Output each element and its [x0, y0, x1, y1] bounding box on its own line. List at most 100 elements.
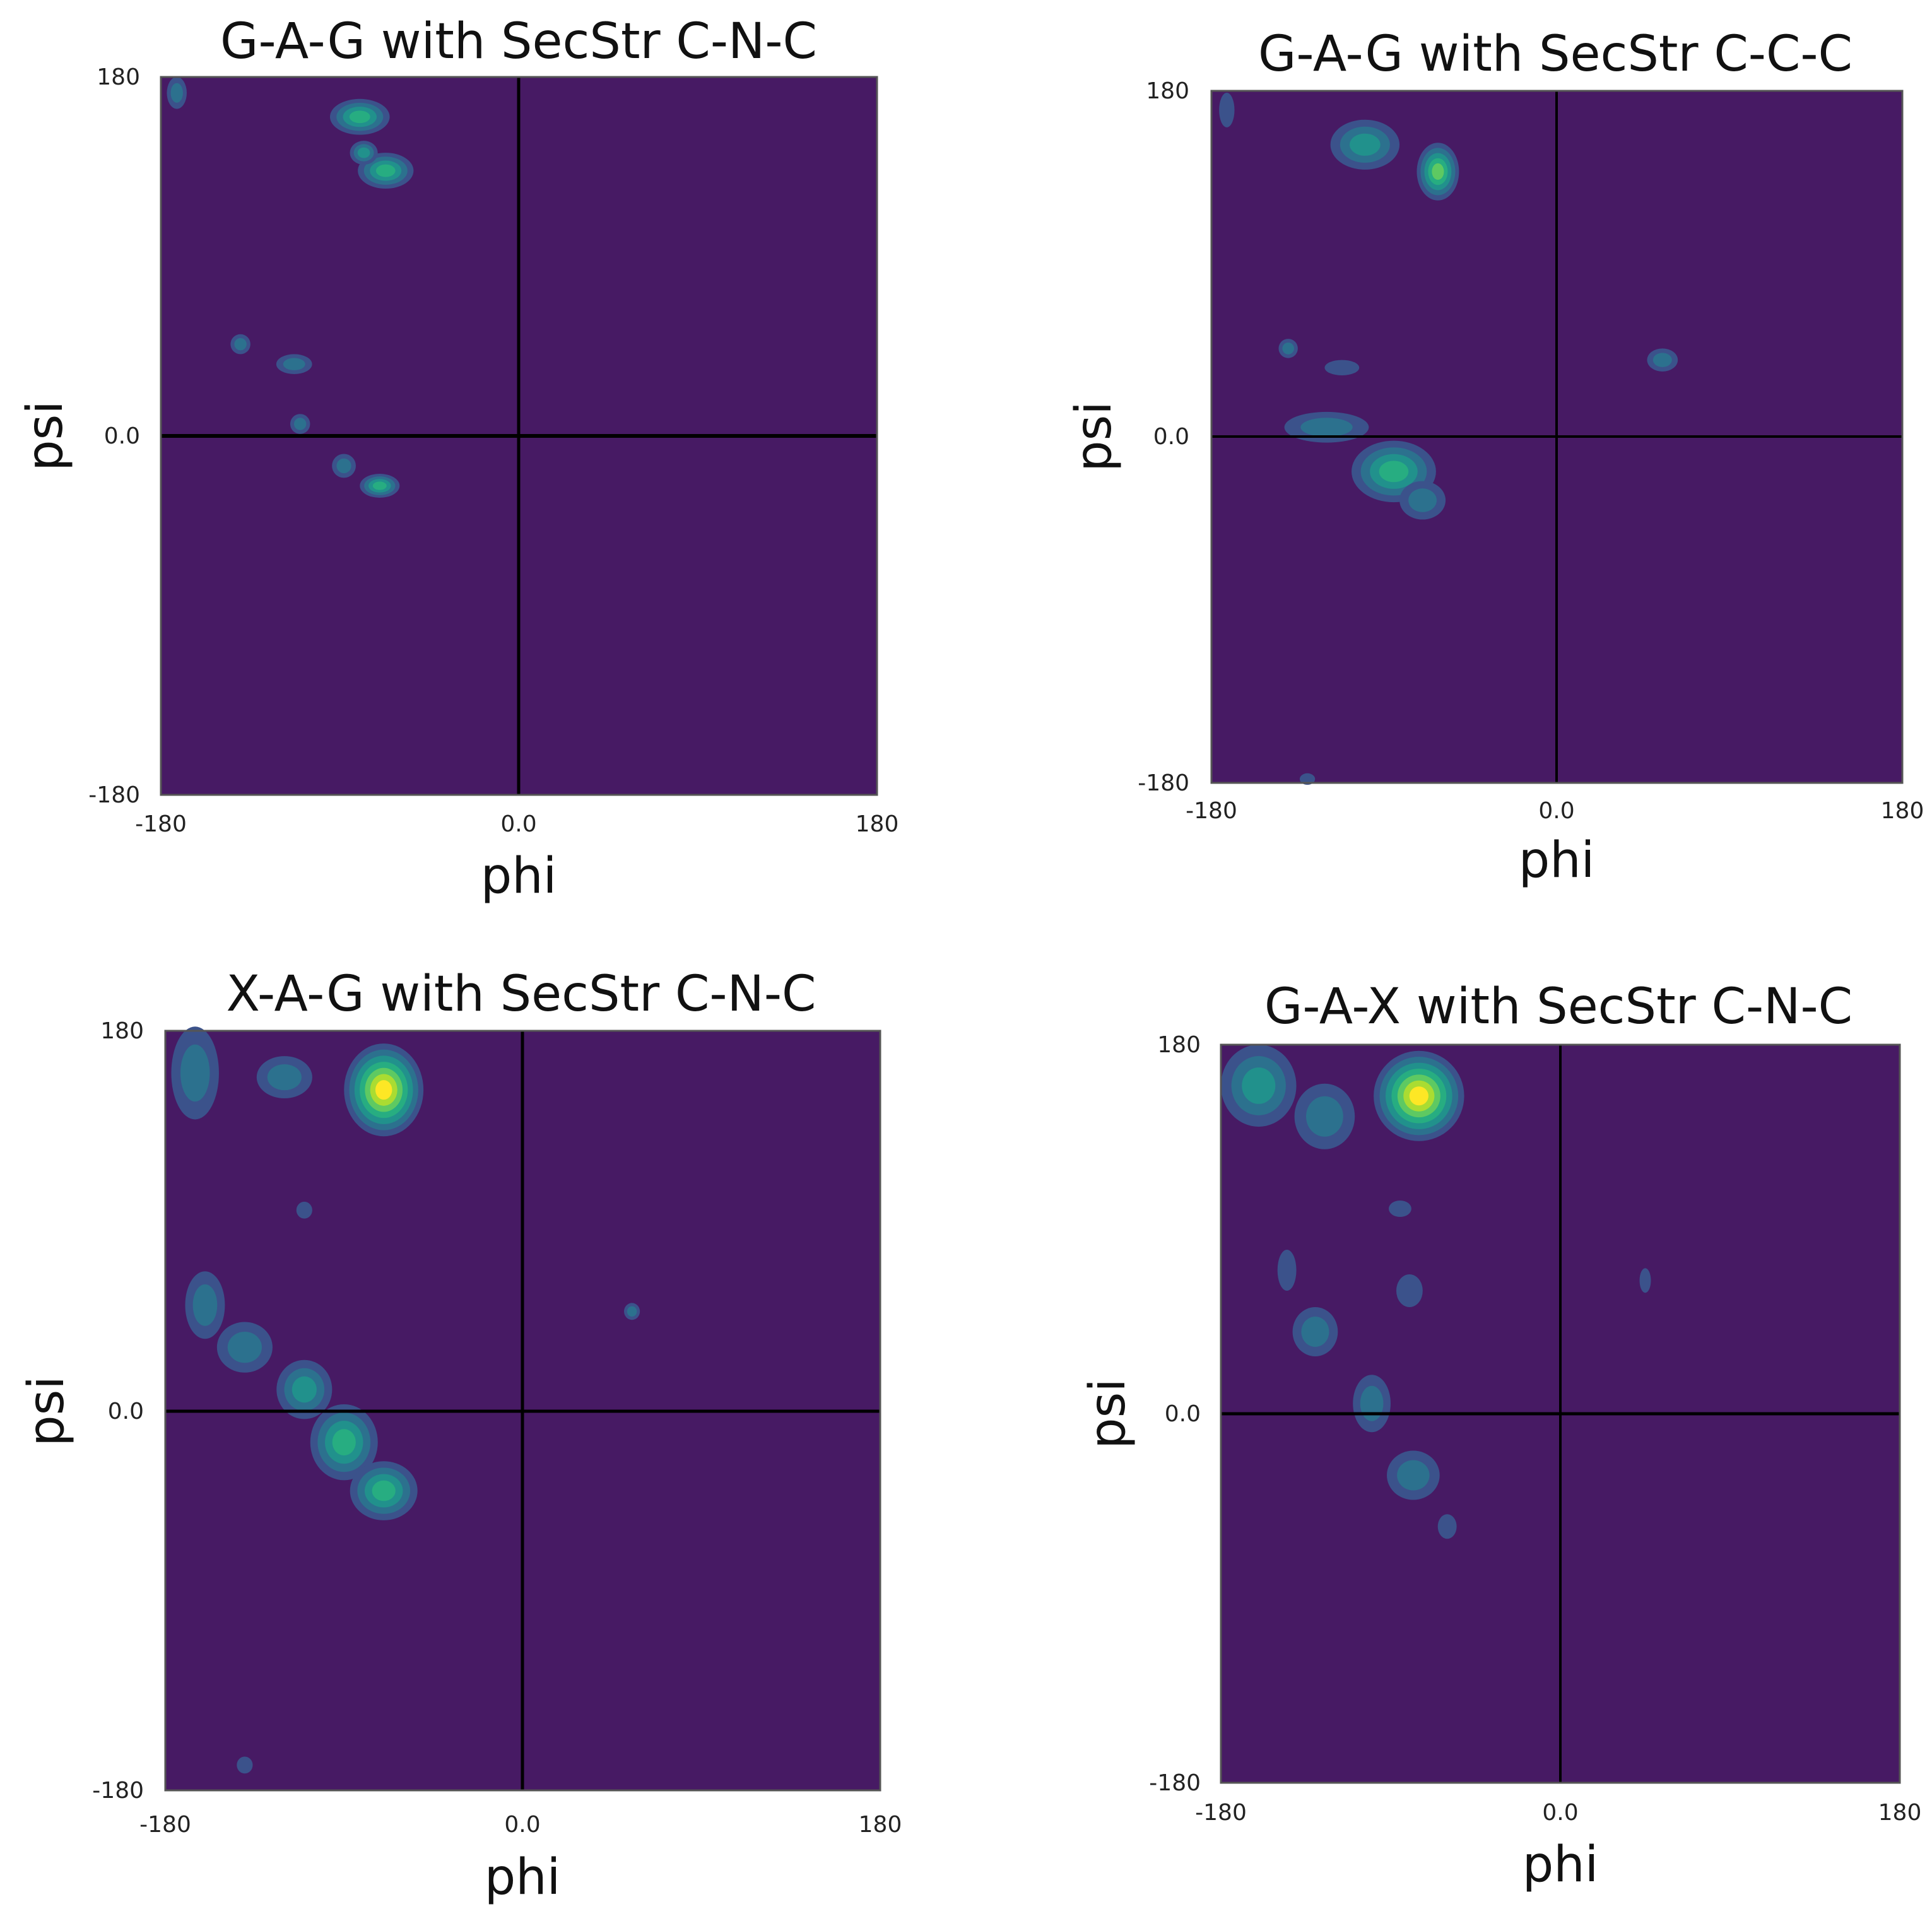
chart-title: G-A-G with SecStr C-N-C: [220, 13, 817, 70]
density-contour-level: [627, 1306, 637, 1317]
x-tick-label: 180: [1881, 798, 1924, 824]
y-tick-label: 180: [97, 64, 140, 90]
density-blob: [296, 1201, 312, 1219]
density-contour-level: [1350, 133, 1381, 156]
subplot-gag-cnc: G-A-G with SecStr C-N-C 180 0.0 -180 -18…: [17, 13, 898, 905]
y-tick-label: 0.0: [108, 1399, 144, 1424]
density-contour-level: [296, 1201, 312, 1219]
plot-frame: [1210, 90, 1904, 784]
density-blob: [1399, 481, 1446, 520]
density-blob: [1352, 440, 1436, 503]
density-contour-level: [1389, 1201, 1411, 1217]
plot-frame: [160, 76, 878, 796]
density-contour-level: [1379, 461, 1409, 483]
x-tick-label: 0.0: [500, 811, 536, 837]
y-tick-label: 180: [100, 1018, 144, 1044]
subplot-gax-cnc: G-A-X with SecStr C-N-C 180 0.0 -180 -18…: [1080, 978, 1921, 1893]
x-tick-label: 180: [1878, 1800, 1922, 1826]
density-blob: [256, 1056, 312, 1099]
density-contour-level: [293, 418, 307, 430]
density-blob: [1387, 1450, 1440, 1500]
density-blob: [1221, 1045, 1297, 1127]
density-contour-level: [1639, 1268, 1651, 1293]
y-tick-label: 180: [1157, 1032, 1201, 1058]
density-contour-level: [170, 83, 183, 103]
plot-frame: [164, 1030, 881, 1792]
density-blob: [237, 1756, 253, 1774]
density-blob: [1324, 360, 1360, 375]
y-tick-label: 180: [1146, 78, 1189, 104]
density-contour-level: [180, 1044, 210, 1102]
density-contour-level: [1301, 1317, 1329, 1347]
x-tick-label: 0.0: [504, 1812, 540, 1838]
density-contour-level: [1397, 1460, 1430, 1491]
density-contour-level: [1409, 1086, 1428, 1106]
density-blob: [1639, 1268, 1651, 1293]
x-tick-label: -180: [1195, 1800, 1247, 1826]
chart-title: X-A-G with SecStr C-N-C: [226, 966, 816, 1023]
density-contour-level: [1360, 1385, 1384, 1421]
density-blob: [1353, 1375, 1391, 1433]
y-axis-label: psi: [18, 1376, 75, 1447]
density-blob: [350, 141, 378, 165]
density-contour-level: [372, 1480, 396, 1501]
density-blob: [1647, 348, 1678, 372]
density-blob: [1219, 93, 1235, 127]
density-contour-level: [1305, 1096, 1343, 1137]
y-tick-label: 0.0: [1165, 1401, 1201, 1427]
x-tick-label: 180: [856, 811, 899, 837]
density-blob: [1417, 143, 1459, 201]
y-tick-label: 0.0: [1153, 424, 1189, 450]
density-contour-level: [1432, 163, 1444, 180]
x-tick-label: 180: [859, 1812, 902, 1838]
y-axis-label: psi: [1080, 1378, 1136, 1449]
density-contour-level: [1437, 1514, 1457, 1539]
density-contour-level: [1408, 488, 1437, 512]
density-contour-level: [192, 1284, 218, 1326]
y-axis-label: psi: [17, 401, 74, 471]
density-contour-level: [357, 147, 370, 158]
x-axis-label: phi: [485, 1849, 561, 1906]
density-contour-level: [237, 1756, 253, 1774]
subplot-gag-ccc: G-A-G with SecStr C-C-C 180 0.0 -180 -18…: [1066, 26, 1924, 889]
density-blob: [216, 1322, 273, 1373]
density-blob: [344, 1043, 424, 1137]
density-contour-level: [283, 358, 305, 370]
density-blob: [1330, 119, 1400, 170]
density-blob: [276, 1359, 333, 1419]
density-blob: [230, 334, 250, 355]
x-axis-label: phi: [481, 848, 557, 905]
y-tick-label: -180: [1138, 770, 1189, 796]
density-contour-level: [375, 164, 396, 177]
density-contours: [171, 1026, 640, 1774]
density-contour-level: [292, 1376, 317, 1403]
density-contour-level: [234, 338, 247, 351]
density-blob: [1277, 1250, 1297, 1291]
density-blob: [332, 454, 356, 478]
density-contour-level: [1282, 342, 1295, 355]
x-axis-label: phi: [1519, 832, 1595, 889]
density-blob: [360, 474, 400, 498]
density-blob: [350, 1461, 418, 1520]
x-tick-label: 0.0: [1538, 798, 1574, 824]
y-tick-label: -180: [1149, 1770, 1201, 1796]
density-contour-level: [1396, 1274, 1423, 1307]
density-blob: [185, 1271, 225, 1339]
x-tick-label: 0.0: [1542, 1800, 1578, 1826]
density-blob: [310, 1404, 378, 1481]
density-blob: [1292, 1307, 1338, 1356]
density-contour-level: [332, 1429, 356, 1456]
density-contour-level: [1652, 353, 1672, 367]
density-contours: [1221, 1045, 1651, 1539]
density-blob: [1294, 1083, 1355, 1149]
density-contour-level: [1324, 360, 1360, 375]
y-tick-label: -180: [92, 1778, 144, 1804]
x-tick-label: -180: [139, 1812, 191, 1838]
density-blob: [1389, 1201, 1411, 1217]
density-contour-level: [1242, 1067, 1276, 1104]
density-blob: [290, 414, 310, 434]
density-blob: [1284, 411, 1369, 443]
x-tick-label: -180: [1186, 798, 1237, 824]
density-blob: [1374, 1050, 1464, 1141]
